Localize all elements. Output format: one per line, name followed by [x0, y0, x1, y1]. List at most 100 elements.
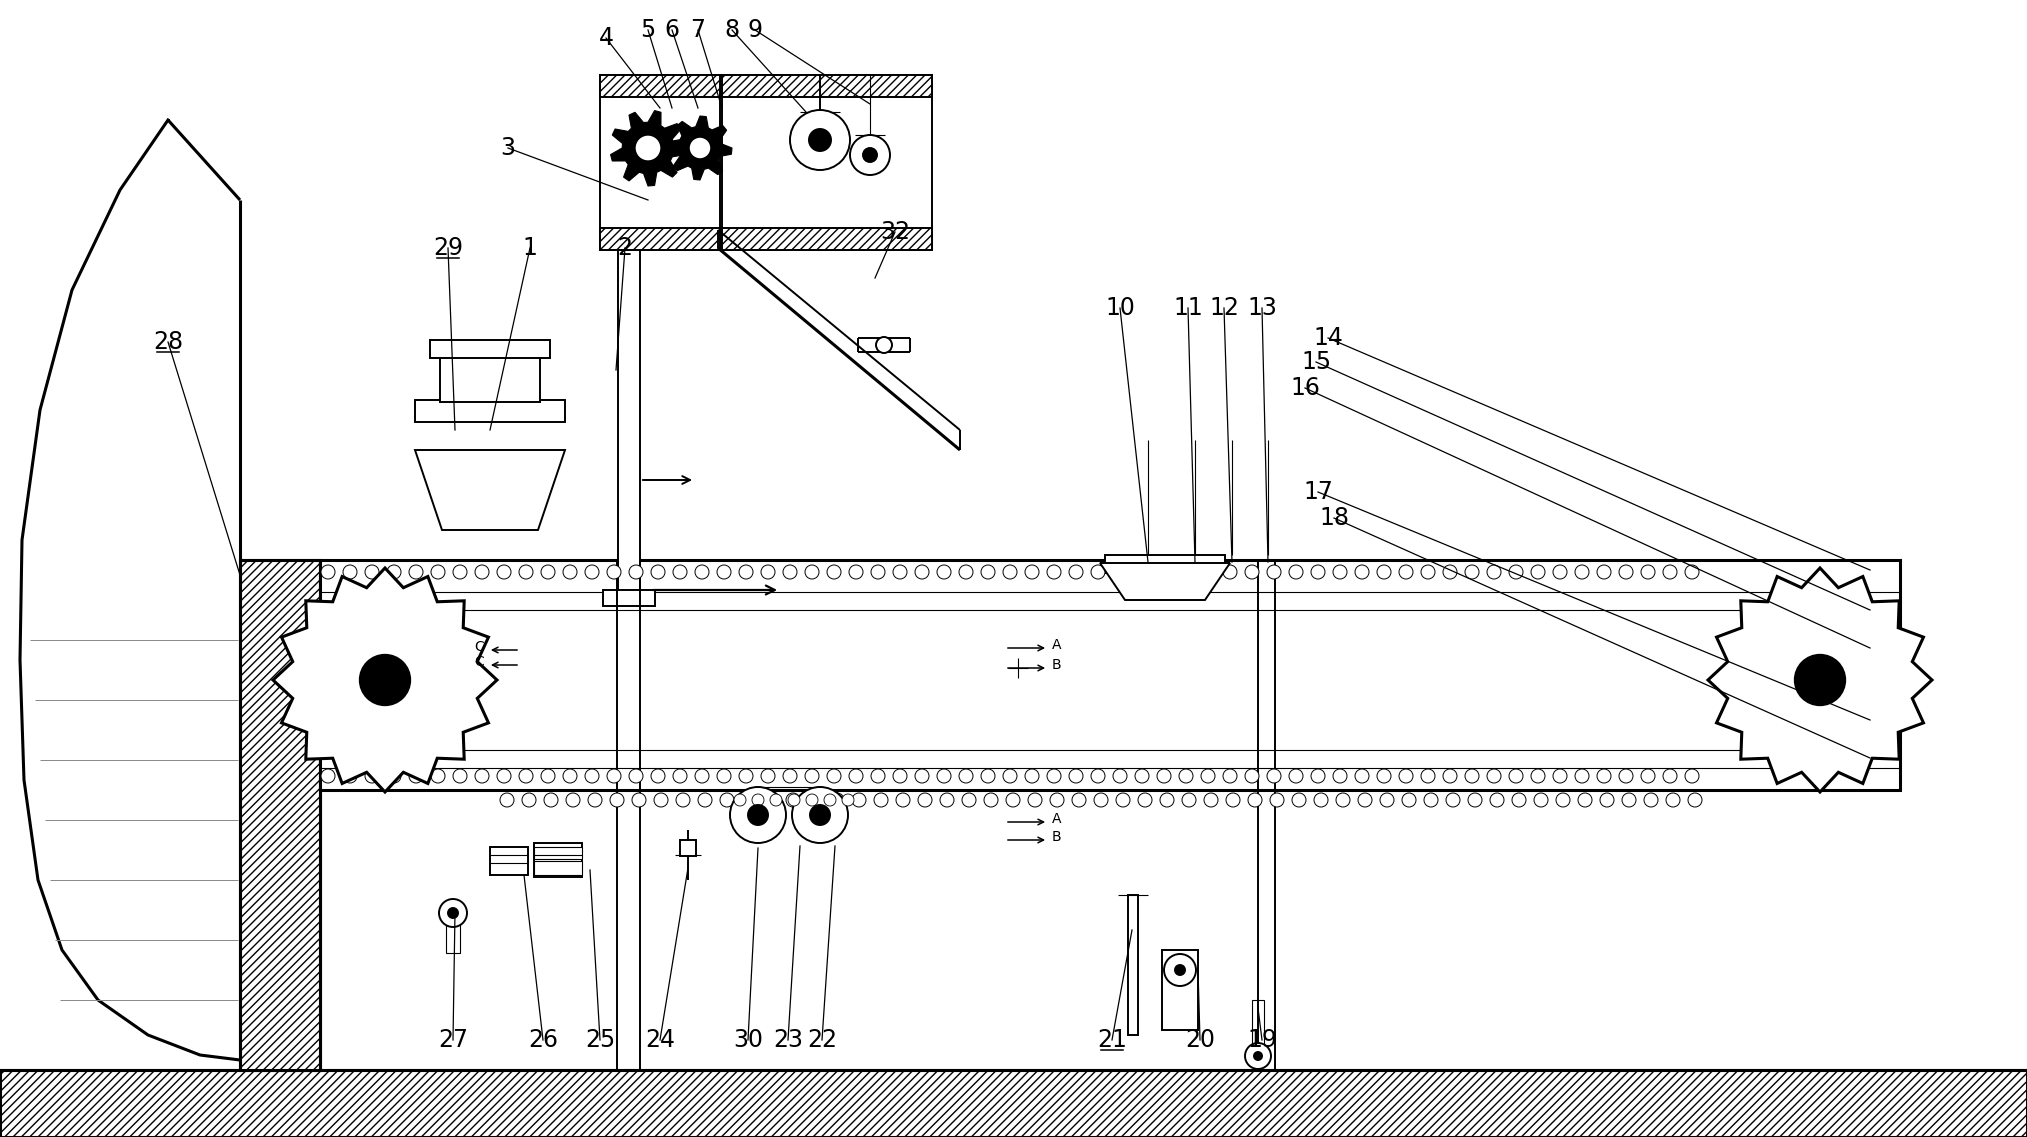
Text: B: B [1052, 658, 1062, 672]
Circle shape [1137, 792, 1151, 807]
Text: 1: 1 [523, 236, 537, 260]
Circle shape [936, 769, 951, 783]
Circle shape [1644, 792, 1658, 807]
Circle shape [1642, 769, 1654, 783]
Circle shape [474, 769, 489, 783]
Circle shape [896, 792, 910, 807]
Circle shape [541, 565, 555, 579]
Circle shape [1095, 792, 1109, 807]
Circle shape [1003, 769, 1018, 783]
Circle shape [628, 769, 643, 783]
Circle shape [519, 565, 533, 579]
Circle shape [1553, 565, 1567, 579]
Bar [416, 400, 566, 422]
Circle shape [543, 792, 557, 807]
Circle shape [1222, 769, 1236, 783]
Text: A: A [1052, 638, 1062, 652]
Circle shape [497, 565, 511, 579]
Circle shape [1202, 769, 1214, 783]
Circle shape [809, 128, 831, 151]
Circle shape [474, 565, 489, 579]
Text: 13: 13 [1247, 296, 1277, 319]
Circle shape [742, 792, 756, 807]
Text: B: B [1052, 830, 1062, 844]
Circle shape [1684, 769, 1699, 783]
Circle shape [1028, 792, 1042, 807]
Circle shape [365, 769, 379, 783]
Circle shape [1666, 792, 1680, 807]
Circle shape [606, 769, 620, 783]
Text: 21: 21 [1097, 1028, 1127, 1052]
Circle shape [1180, 565, 1194, 579]
Circle shape [1311, 565, 1326, 579]
Bar [239, 561, 320, 1070]
Text: 27: 27 [438, 1028, 468, 1052]
Circle shape [1157, 769, 1172, 783]
Circle shape [519, 769, 533, 783]
Circle shape [959, 769, 973, 783]
Circle shape [872, 769, 886, 783]
Circle shape [1662, 769, 1676, 783]
Circle shape [1222, 565, 1236, 579]
Circle shape [1512, 792, 1526, 807]
Circle shape [1334, 565, 1348, 579]
Text: 17: 17 [1303, 480, 1334, 504]
Circle shape [673, 565, 687, 579]
Circle shape [849, 135, 890, 175]
Circle shape [936, 565, 951, 579]
Polygon shape [416, 450, 566, 530]
Circle shape [1135, 769, 1149, 783]
Circle shape [1176, 965, 1186, 976]
Circle shape [409, 565, 424, 579]
Circle shape [586, 769, 600, 783]
Circle shape [1508, 769, 1522, 783]
Bar [722, 229, 932, 250]
Circle shape [1575, 565, 1589, 579]
Text: 28: 28 [152, 330, 182, 354]
Text: 18: 18 [1320, 506, 1350, 530]
Circle shape [586, 565, 600, 579]
Circle shape [1443, 565, 1457, 579]
Circle shape [1796, 655, 1845, 705]
Circle shape [695, 769, 709, 783]
Circle shape [752, 794, 764, 806]
Circle shape [876, 337, 892, 352]
Circle shape [1557, 792, 1571, 807]
Circle shape [628, 565, 643, 579]
Bar [533, 843, 582, 877]
Circle shape [1157, 565, 1172, 579]
Circle shape [1599, 792, 1613, 807]
Text: 11: 11 [1174, 296, 1202, 319]
Circle shape [1425, 792, 1437, 807]
Circle shape [1376, 769, 1391, 783]
Bar [1253, 1001, 1265, 1056]
Circle shape [918, 792, 932, 807]
Circle shape [610, 792, 624, 807]
Circle shape [1313, 792, 1328, 807]
Circle shape [448, 908, 458, 918]
Text: 15: 15 [1301, 350, 1332, 374]
Bar [1127, 895, 1137, 1035]
Circle shape [1399, 565, 1413, 579]
Circle shape [387, 769, 401, 783]
Circle shape [1289, 769, 1303, 783]
Circle shape [1508, 565, 1522, 579]
Circle shape [432, 769, 446, 783]
Text: 32: 32 [880, 219, 910, 244]
Polygon shape [1101, 563, 1230, 600]
Circle shape [914, 769, 928, 783]
Text: C: C [474, 640, 484, 654]
Circle shape [1311, 769, 1326, 783]
Circle shape [1267, 565, 1281, 579]
Circle shape [1534, 792, 1549, 807]
Circle shape [361, 655, 409, 705]
Circle shape [981, 769, 995, 783]
Circle shape [1204, 792, 1218, 807]
Circle shape [1159, 792, 1174, 807]
Circle shape [655, 792, 669, 807]
Circle shape [1488, 565, 1502, 579]
Circle shape [1354, 565, 1368, 579]
Circle shape [805, 769, 819, 783]
Bar [491, 847, 527, 875]
Circle shape [1091, 565, 1105, 579]
